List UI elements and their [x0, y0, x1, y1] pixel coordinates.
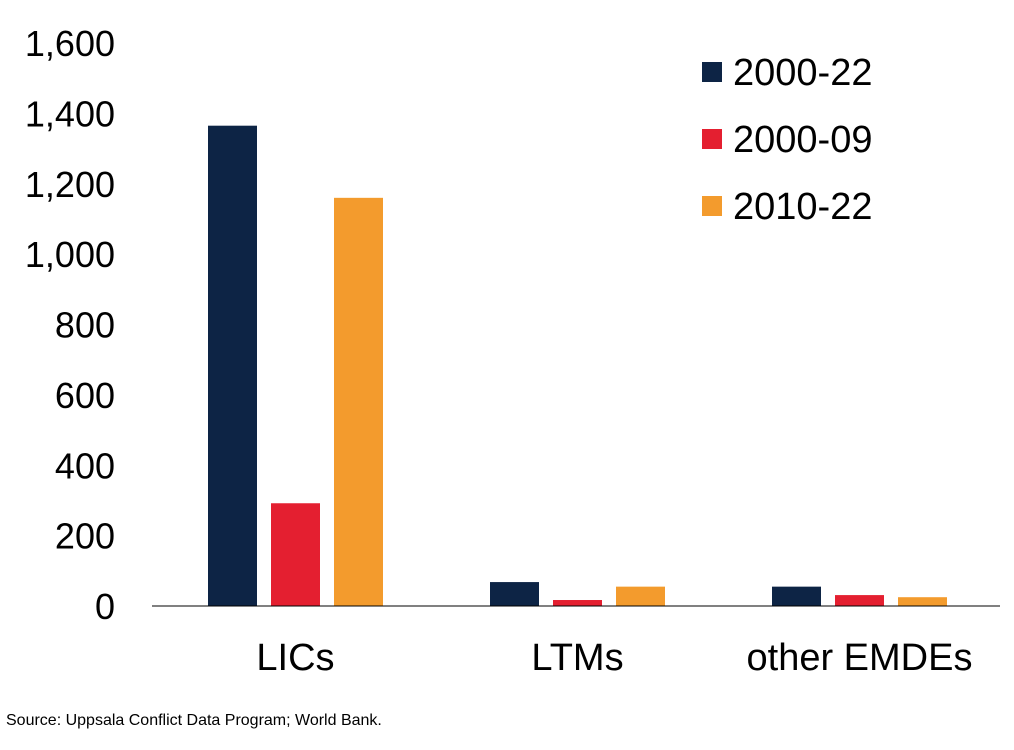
y-tick-label: 1,600	[25, 23, 115, 64]
y-tick-label: 1,200	[25, 164, 115, 205]
bar-ltms-2000-09	[553, 600, 602, 606]
legend-swatch-2000-22	[702, 62, 722, 82]
bar-ltms-2000-22	[490, 582, 539, 606]
legend-label: 2000-09	[733, 119, 872, 161]
legend-label: 2000-22	[733, 52, 872, 94]
bar-ltms-2010-22	[616, 586, 665, 606]
x-category-label: LTMs	[531, 637, 623, 679]
bar-lics-2000-22	[208, 125, 257, 607]
legend: 2000-22 2000-09 2010-22	[702, 52, 872, 228]
bar-lics-2000-09	[271, 503, 320, 606]
y-tick-label: 400	[55, 445, 115, 486]
source-note: Source: Uppsala Conflict Data Program; W…	[6, 712, 382, 729]
legend-swatch-2000-09	[702, 129, 722, 149]
bar-other-emdes-2000-09	[835, 595, 884, 606]
y-tick-label: 800	[55, 305, 115, 346]
y-axis-ticks: 0 200 400 600 800 1,000 1,200 1,400 1,600	[25, 23, 115, 627]
bars	[208, 125, 947, 607]
y-tick-label: 0	[95, 586, 115, 627]
bar-chart: 0 200 400 600 800 1,000 1,200 1,400 1,600 LICs LT…	[25, 23, 1000, 679]
legend-label: 2010-22	[733, 186, 872, 228]
x-category-label: other EMDEs	[747, 637, 973, 679]
x-category-label: LICs	[256, 637, 334, 679]
bar-lics-2010-22	[334, 197, 383, 606]
y-tick-label: 200	[55, 516, 115, 557]
y-tick-label: 1,400	[25, 93, 115, 134]
y-tick-label: 1,000	[25, 234, 115, 275]
bar-other-emdes-2010-22	[898, 597, 947, 606]
y-tick-label: 600	[55, 375, 115, 416]
legend-swatch-2010-22	[702, 196, 722, 216]
x-axis-categories: LICs LTMs other EMDEs	[256, 637, 972, 679]
bar-other-emdes-2000-22	[772, 586, 821, 606]
